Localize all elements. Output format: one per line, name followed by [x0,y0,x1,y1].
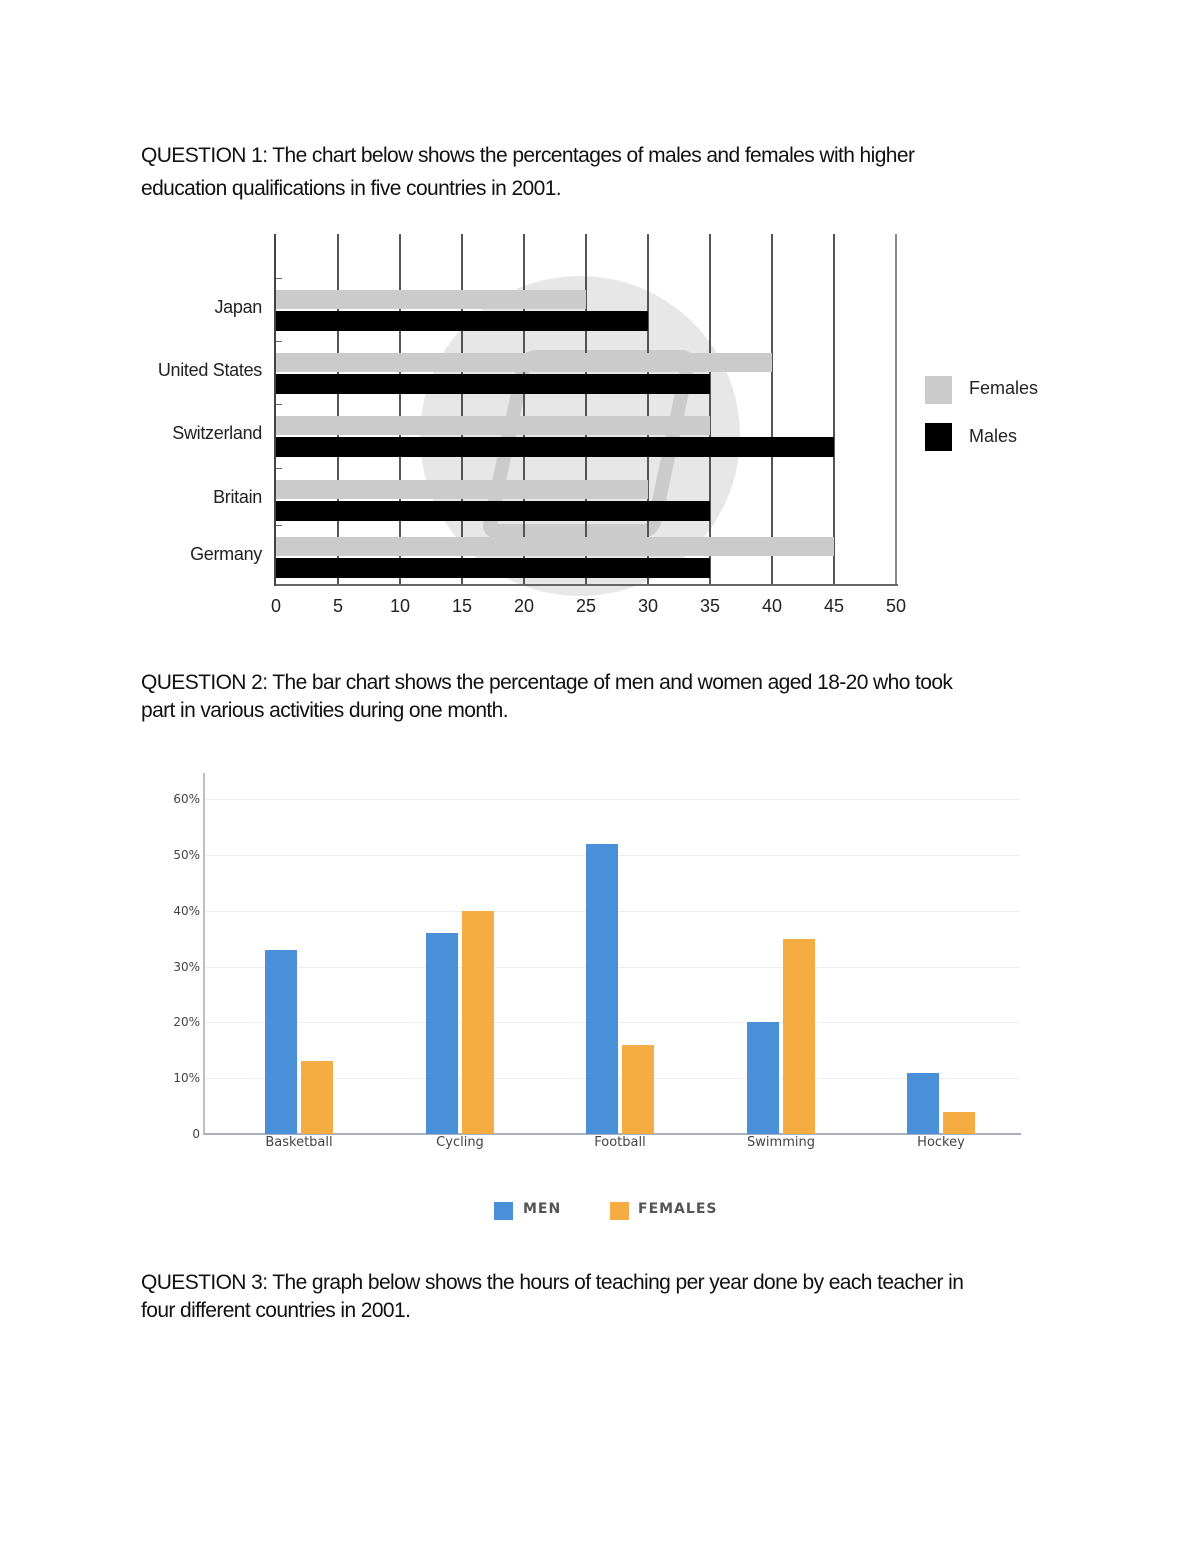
y-tick-label: 60% [173,792,200,806]
gridline [647,234,649,585]
x-tick-label: 50 [885,596,907,616]
legend-label-females-q2: FEMALES [638,1201,718,1217]
bar-females [783,938,815,1134]
gridline [585,234,587,585]
x-tick-label: 15 [451,596,473,616]
category-label: Cycling [436,1135,484,1150]
y-tick-label: 50% [173,847,200,862]
question-1-line-2: education qualifications in five countri… [141,177,562,200]
chart2-x-axis [203,1133,1021,1135]
chart-higher-education: Japan United States Switzerland Britain Germ… [0,0,1200,640]
y-tick-label: 20% [173,1015,200,1030]
question-1-text: QUESTION 1: The chart below shows the pe… [141,139,1061,205]
question-2-text: QUESTION 2: The bar chart shows the perc… [141,669,1061,725]
x-tick-label: 0 [270,596,282,616]
question-3-line-2: four different countries in 2001. [141,1299,411,1322]
bar-males [276,311,648,331]
bar-men [747,1022,779,1134]
category-label: Germany [190,544,262,564]
category-label: Basketball [265,1135,333,1150]
bar-females [276,353,772,372]
legend-label-females: Females [969,378,1039,398]
gridline [523,234,525,585]
gridline [771,234,773,585]
bar-females [462,910,494,1134]
bar-men [426,933,458,1134]
question-2-line-1: QUESTION 2: The bar chart shows the perc… [141,669,1061,697]
question-1-label: QUESTION 1: [141,144,268,167]
bar-females [622,1044,654,1134]
category-label: Football [594,1135,646,1150]
legend-swatch-females [925,376,952,404]
bar-females [943,1111,975,1134]
bar-males [276,558,710,578]
bar-females [276,416,710,435]
x-tick-label: 25 [575,596,597,616]
gridline [895,234,897,585]
bar-females [276,290,586,309]
category-label: Swimming [747,1135,815,1150]
bar-men [265,949,297,1134]
y-tick-label: 40% [173,903,200,918]
question-2-line-2: part in various activities during one mo… [141,699,509,722]
category-label: Britain [213,487,262,507]
bar-males [276,374,710,394]
chart-activities: 0 10% 20% 30% 40% 50% 60% Basketball Cycling Foo… [173,773,1021,1220]
question-2-body: The bar chart shows the percentage of me… [272,671,953,694]
bar-men [907,1072,939,1134]
gridline [399,234,401,585]
chart2-y-axis [203,773,205,1135]
gridline [461,234,463,585]
bar-females [276,480,648,499]
y-tick [276,278,282,279]
y-tick-label: 30% [173,959,200,974]
legend-swatch-men [494,1202,513,1220]
y-tick [276,404,282,405]
question-3-label: QUESTION 3: [141,1271,268,1294]
category-label: United States [157,360,262,380]
gridline [205,799,1020,800]
x-tick-label: 35 [699,596,721,616]
y-tick [276,468,282,469]
legend-swatch-females [610,1202,629,1220]
y-tick [276,341,282,342]
gridline [337,234,339,585]
x-tick-label: 40 [761,596,783,616]
chart1-x-axis [276,584,898,586]
y-tick [276,525,282,526]
question-1-line-1: QUESTION 1: The chart below shows the pe… [141,139,1061,172]
x-tick-label: 10 [389,596,411,616]
category-label: Hockey [917,1135,965,1150]
gridline [709,234,711,585]
x-tick-label: 45 [823,596,845,616]
category-label: Switzerland [172,423,262,443]
legend-swatch-males [925,423,952,451]
chart1-y-axis [274,234,276,586]
question-3-body: The graph below shows the hours of teach… [272,1271,964,1294]
legend-label-males: Males [969,426,1018,446]
bar-males [276,437,834,457]
question-2-label: QUESTION 2: [141,671,268,694]
y-tick-label: 0 [192,1127,200,1141]
bar-females [276,537,834,556]
category-label: Japan [214,297,262,317]
bar-females [301,1061,333,1134]
bar-men [586,843,618,1134]
question-3-line-1: QUESTION 3: The graph below shows the ho… [141,1269,1061,1297]
gridline [833,234,835,585]
question-3-text: QUESTION 3: The graph below shows the ho… [141,1269,1061,1325]
x-tick-label: 20 [513,596,535,616]
x-tick-label: 30 [637,596,659,616]
legend-label-men: MEN [523,1201,562,1217]
bar-males [276,501,710,521]
y-tick-label: 10% [173,1071,200,1086]
question-1-body: The chart below shows the percentages of… [272,144,915,167]
x-tick-label: 5 [332,596,344,616]
